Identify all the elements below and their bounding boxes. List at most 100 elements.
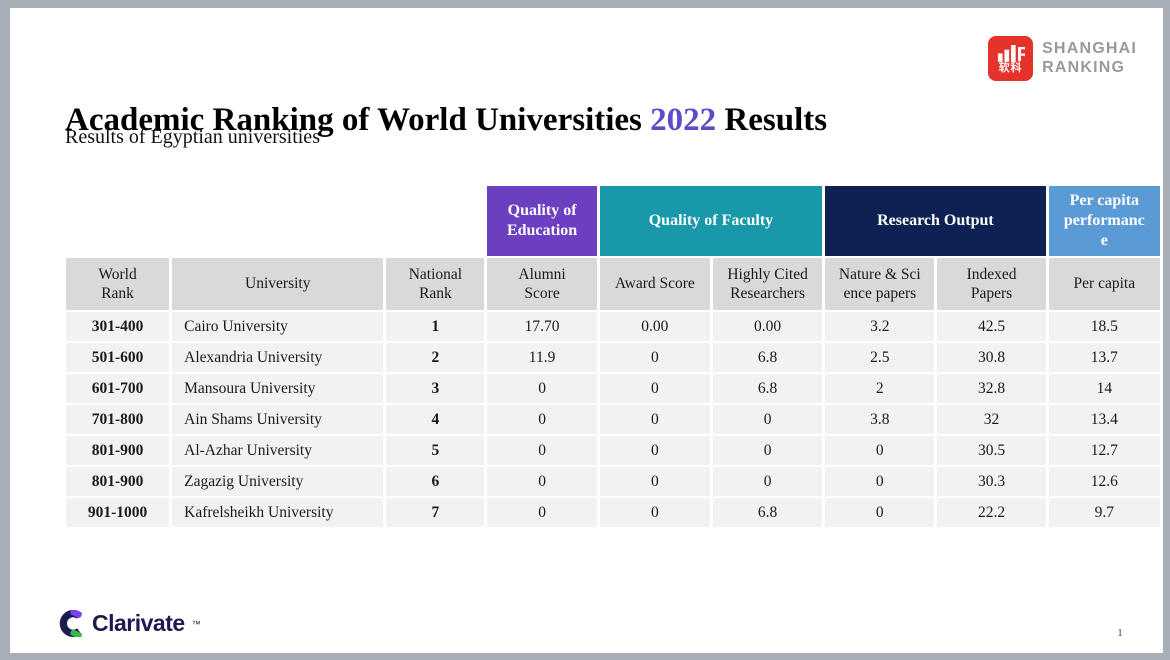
column-header: Indexed Papers [934,256,1049,312]
table-cell: 601-700 [62,372,173,405]
table-cell: 11.9 [484,341,600,374]
shanghai-ranking-chinese-label: 软科 [998,62,1023,74]
table-cell: Alexandria University [169,341,387,374]
table-cell: 22.2 [934,496,1049,529]
table-cell: 3.8 [822,403,938,436]
page-number: 1 [1117,628,1123,639]
group-header: Quality of Education [484,184,600,258]
table-cell: 0 [596,496,713,529]
table-cell: 2 [822,372,938,405]
column-header: Per capita [1045,256,1164,312]
ranking-text: RANKING [1042,58,1126,76]
shanghai-ranking-logo: R 软科 SHANGHAI RANKING [988,36,1137,81]
table-cell: 13.4 [1045,403,1164,436]
shanghai-text: SHANGHAI [1042,40,1137,58]
table-cell: 901-1000 [62,496,173,529]
table-cell: Kafrelsheikh University [169,496,387,529]
clarivate-wordmark: Clarivate [92,610,185,636]
table-row: 501-600 Alexandria University 2 11.9 0 6.8 2.5… [62,341,1164,374]
table-cell: 13.7 [1045,341,1164,374]
table-cell: Mansoura University [169,372,387,405]
table-cell: 7 [383,496,488,529]
table-cell: 32.8 [934,372,1049,405]
table-cell: 12.7 [1045,434,1164,467]
table-cell: 301-400 [62,310,173,343]
table-row: 901-1000 Kafrelsheikh University 7 0 0 6.8 0 22… [62,496,1164,529]
bar-chart-icon: R [997,43,1025,62]
table-cell: 0 [484,496,600,529]
subtitle: Results of Egyptian universities [65,126,320,148]
title-prefix: Academic Ranking of World Universities [65,102,642,139]
table-cell: 42.5 [934,310,1049,343]
column-header: National Rank [383,256,488,312]
table-cell: 0.00 [596,310,713,343]
table-cell: Al-Azhar University [169,434,387,467]
table-cell: 0 [822,465,938,498]
trademark-symbol: ™ [191,618,201,629]
svg-text:R: R [1016,43,1024,62]
table-cell: 14 [1045,372,1164,405]
table-row: 601-700 Mansoura University 3 0 0 6.8 2 32.8 14 [62,372,1164,405]
table-cell: 0.00 [709,310,826,343]
table-cell: 32 [934,403,1049,436]
table-cell: 6 [383,465,488,498]
title-year: 2022 [650,102,717,139]
table-cell: 3 [383,372,488,405]
group-header: Research Output [822,184,1049,258]
page-title: Academic Ranking of World Universities 2… [65,102,827,139]
table-row: 801-900 Zagazig University 6 0 0 0 0 30.3 12.6 [62,465,1164,498]
table-cell: 2 [383,341,488,374]
clarivate-logo: Clarivate ™ [58,610,201,637]
table-row: 701-800 Ain Shams University 4 0 0 0 3.8 32 13.4 [62,403,1164,436]
table-cell: 5 [383,434,488,467]
table-cell: 0 [596,372,713,405]
column-header: Nature & Sci ence papers [822,256,938,312]
group-header-row: Quality of Education Quality of Faculty Re… [62,184,1164,258]
column-header: Alumni Score [484,256,600,312]
rankings-table: Quality of Education Quality of Faculty Re… [62,184,1164,529]
table-cell: 0 [484,434,600,467]
table-cell: 6.8 [709,341,826,374]
table-cell: 2.5 [822,341,938,374]
table-cell: 0 [596,434,713,467]
column-header: Highly Cited Researchers [709,256,826,312]
column-header-row: World Rank University National Rank Alumni … [62,256,1164,312]
table-row: 801-900 Al-Azhar University 5 0 0 0 0 30.5 12.7 [62,434,1164,467]
table-cell: 6.8 [709,372,826,405]
table-cell: 701-800 [62,403,173,436]
table-cell: 1 [383,310,488,343]
table-cell: Zagazig University [169,465,387,498]
table-cell: 0 [709,403,826,436]
table-cell: 12.6 [1045,465,1164,498]
table-cell: 0 [822,496,938,529]
table-cell: 0 [596,403,713,436]
table-cell: 801-900 [62,434,173,467]
table-cell: 0 [709,434,826,467]
table-cell: 30.8 [934,341,1049,374]
group-header-spacer [62,184,488,258]
table-cell: 9.7 [1045,496,1164,529]
table-cell: 0 [484,403,600,436]
column-header: University [169,256,387,312]
table-cell: 0 [822,434,938,467]
column-header: World Rank [62,256,173,312]
table-cell: 3.2 [822,310,938,343]
table-cell: 30.5 [934,434,1049,467]
shanghai-ranking-wordmark: SHANGHAI RANKING [1042,40,1137,77]
clarivate-mark-icon [59,610,82,637]
group-header: Per capita performanc e [1045,184,1164,258]
table-cell: 4 [383,403,488,436]
table-cell: 0 [484,465,600,498]
table-cell: 0 [596,341,713,374]
table-cell: 6.8 [709,496,826,529]
group-header: Quality of Faculty [596,184,826,258]
table-cell: Cairo University [169,310,387,343]
title-suffix: Results [724,102,828,139]
column-header: Award Score [596,256,713,312]
table-cell: 801-900 [62,465,173,498]
table-cell: Ain Shams University [169,403,387,436]
table-cell: 0 [484,372,600,405]
table-cell: 18.5 [1045,310,1164,343]
table-cell: 501-600 [62,341,173,374]
shanghai-ranking-badge-icon: R 软科 [988,36,1034,81]
